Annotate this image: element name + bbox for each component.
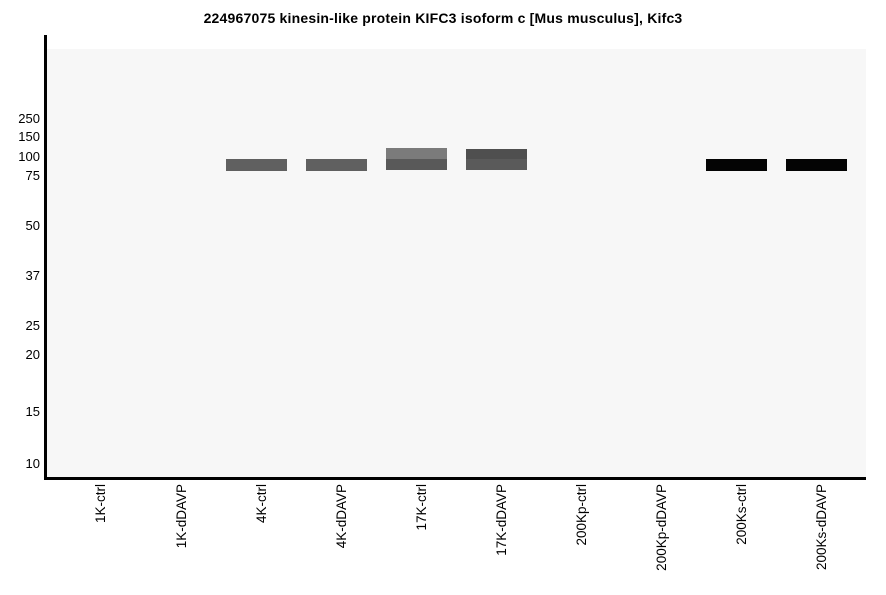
y-tick-label-25: 25 — [25, 318, 40, 333]
y-tick-label-50: 50 — [25, 218, 40, 233]
blot-band-17K-ctrl — [386, 148, 447, 170]
y-tick-label-250: 250 — [18, 111, 40, 126]
blot-band-4K-dDAVP — [306, 159, 367, 171]
lane-label-200Kp-dDAVP: 200Kp-dDAVP — [654, 484, 669, 571]
lane-label-4K-dDAVP: 4K-dDAVP — [334, 484, 349, 549]
lane-label-4K-ctrl: 4K-ctrl — [254, 484, 269, 524]
blot-band-segment — [386, 159, 447, 170]
blot-band-segment — [706, 159, 767, 171]
blot-band-segment — [786, 159, 847, 171]
lane-label-200Ks-dDAVP: 200Ks-dDAVP — [814, 484, 829, 571]
y-tick-label-150: 150 — [18, 129, 40, 144]
lane-label-17K-ctrl: 17K-ctrl — [414, 484, 429, 531]
y-axis-line — [44, 35, 47, 480]
lane-label-1K-ctrl: 1K-ctrl — [93, 484, 108, 524]
blot-band-200Ks-dDAVP — [786, 159, 847, 171]
blot-band-segment — [386, 148, 447, 159]
y-tick-label-15: 15 — [25, 404, 40, 419]
x-axis-line — [44, 477, 866, 480]
chart-title: 224967075 kinesin-like protein KIFC3 iso… — [203, 10, 683, 26]
blot-band-segment — [306, 159, 367, 171]
y-tick-label-100: 100 — [18, 149, 40, 164]
lane-label-200Kp-ctrl: 200Kp-ctrl — [574, 484, 589, 546]
y-tick-label-37: 37 — [25, 268, 40, 283]
gel-area — [46, 49, 866, 478]
blot-band-segment — [466, 159, 527, 170]
blot-band-segment — [466, 149, 527, 159]
y-tick-label-20: 20 — [25, 347, 40, 362]
blot-band-17K-dDAVP — [466, 149, 527, 170]
blot-band-segment — [226, 159, 287, 171]
y-tick-label-75: 75 — [25, 168, 40, 183]
blot-band-4K-ctrl — [226, 159, 287, 171]
blot-band-200Ks-ctrl — [706, 159, 767, 171]
lane-label-17K-dDAVP: 17K-dDAVP — [494, 484, 509, 556]
lane-label-200Ks-ctrl: 200Ks-ctrl — [734, 484, 749, 545]
lane-label-1K-dDAVP: 1K-dDAVP — [174, 484, 189, 549]
y-tick-label-10: 10 — [25, 456, 40, 471]
